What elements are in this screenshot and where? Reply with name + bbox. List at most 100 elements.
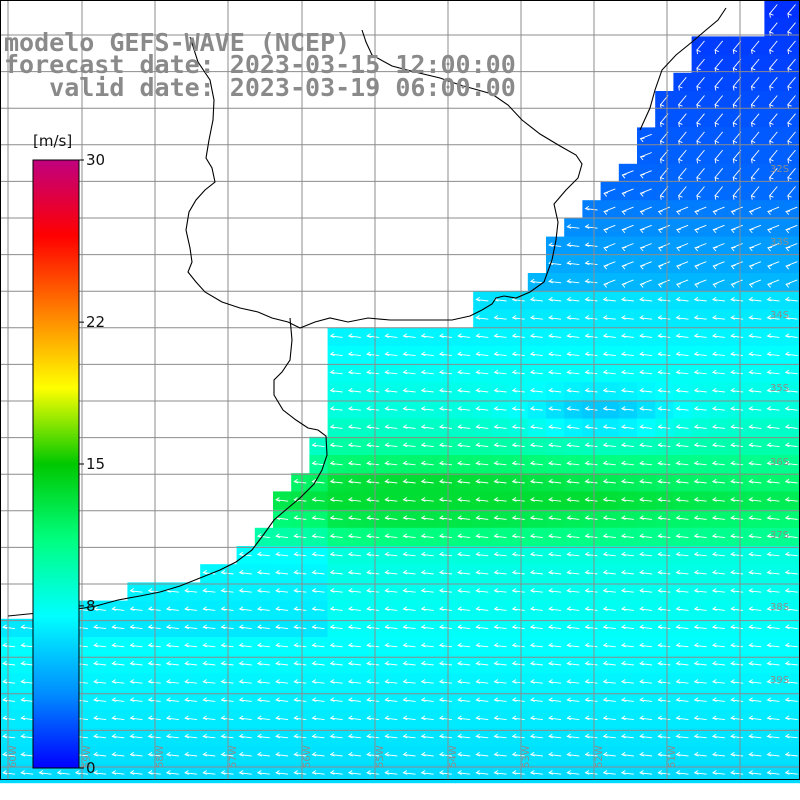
wind-arrow [202,751,216,757]
wind-arrow [329,697,343,702]
wind-arrow [784,606,798,611]
wind-arrow [602,660,616,666]
wind-arrow [620,296,634,302]
wind-arrow [548,551,562,557]
wind-arrow [748,442,762,448]
wind-arrow [566,296,580,302]
wind-arrow [329,478,343,484]
wind-arrow [730,460,744,466]
wind-arrow [769,77,778,91]
wind-arrow [475,333,489,338]
wind-arrow [766,369,780,375]
wind-arrow [384,478,398,484]
wind-arrow [602,515,616,520]
wind-arrow [675,770,689,775]
wind-arrow [657,424,671,429]
wind-arrow [420,333,434,338]
wind-arrow [111,642,125,648]
wind-arrow [584,515,598,520]
wind-arrow [529,679,543,684]
wind-arrow [311,497,325,502]
wind-arrow [675,497,689,502]
wind-arrow [657,551,671,557]
wind-arrow [784,533,798,539]
wind-arrow [529,606,543,611]
lon-label: 59W [82,745,93,768]
wind-arrow [529,296,543,302]
wind-arrow [329,606,343,611]
wind-arrow [529,751,543,757]
wind-arrow [511,315,525,320]
wind-arrow [584,442,598,448]
wind-arrow [256,770,270,775]
forecast-date: forecast date: 2023-03-15 12:00:00 [4,50,516,79]
wind-arrow [784,369,798,375]
wind-arrow [293,624,307,630]
wind-arrow [584,624,598,630]
wind-arrow [438,751,452,757]
wind-arrow [457,697,471,702]
wind-arrow [693,551,707,557]
wind-arrow [420,533,434,539]
wind-arrow [730,533,744,539]
wind-arrow [548,351,562,357]
wind-arrow [420,351,434,357]
wind-arrow [238,606,252,611]
wind-arrow [787,168,796,182]
wind-arrow [693,679,707,684]
wind-arrow [621,224,634,234]
wind-arrow [165,679,179,684]
wind-arrow [566,333,580,338]
wind-arrow [730,424,744,429]
wind-arrow [402,533,416,539]
wind-arrow [238,715,252,721]
wind-arrow [639,424,653,429]
wind-arrow [402,697,416,702]
wind-arrow [784,406,798,411]
wind-arrow [256,551,270,557]
wind-arrow [693,478,707,484]
wind-arrow [711,533,725,539]
wind-arrow [584,296,598,302]
wind-arrow [584,387,598,393]
wind-arrow [711,606,725,611]
wind-arrow [493,351,507,357]
wind-arrow [566,751,580,757]
wind-arrow [620,460,634,466]
wind-arrow [730,406,744,411]
wind-arrow [566,351,580,357]
wind-arrow [602,551,616,557]
wind-arrow [766,751,780,757]
wind-arrow [766,333,780,338]
wind-arrow [750,168,760,182]
wind-arrow [620,315,634,320]
wind-arrow [493,533,507,539]
wind-arrow [529,442,543,448]
wind-arrow [693,606,707,611]
wind-arrow [748,296,762,302]
wind-arrow [493,478,507,484]
wind-arrow [711,497,725,502]
wind-arrow [384,515,398,520]
wind-arrow [748,243,762,252]
wind-arrow [675,460,689,466]
wind-arrow [621,279,634,288]
wind-arrow [475,315,489,320]
wind-arrow [384,624,398,630]
wind-arrow [2,751,16,757]
wind-arrow [438,588,452,593]
wind-arrow [438,351,452,357]
wind-arrow [329,733,343,739]
wind-arrow [657,351,671,357]
wind-arrow [584,642,598,648]
wind-arrow [620,515,634,520]
wind-arrow [730,387,744,393]
wind-arrow [238,642,252,648]
wind-arrow [750,149,760,164]
wind-arrow [784,424,798,429]
wind-arrow [384,606,398,611]
wind-arrow [748,770,762,775]
wind-arrow [767,279,780,288]
wind-arrow [2,770,16,775]
wind-arrow [769,186,778,200]
